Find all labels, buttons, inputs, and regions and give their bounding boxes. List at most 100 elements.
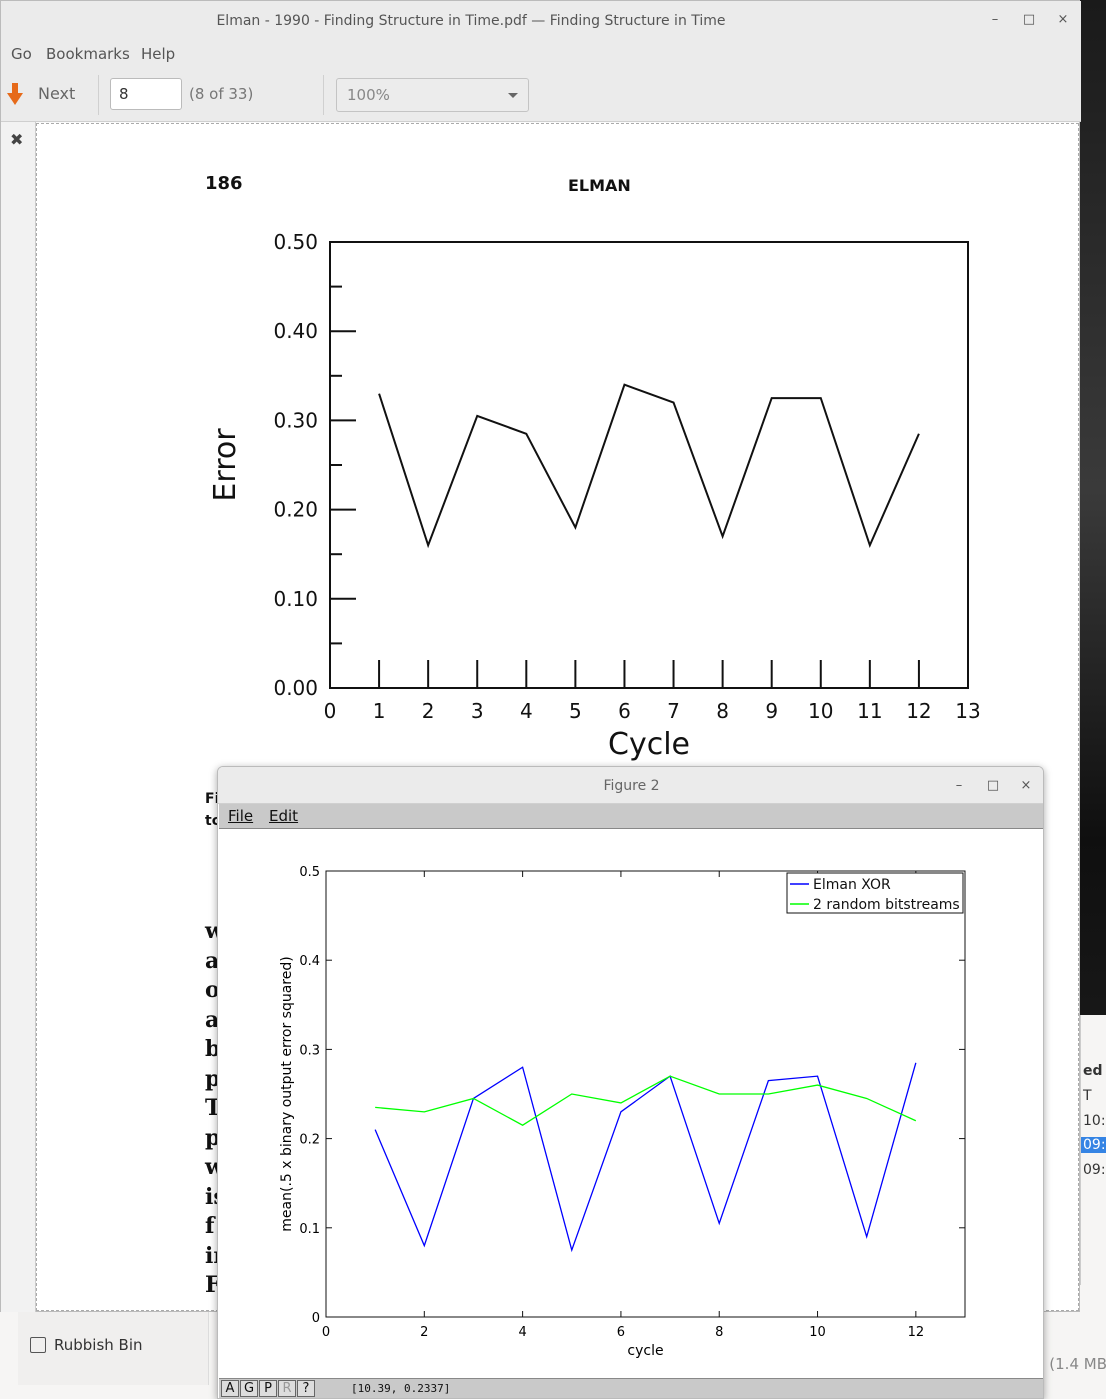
- figure-menubar: File Edit: [219, 804, 1043, 829]
- close-button[interactable]: ×: [1020, 778, 1032, 793]
- x-tick-label: 2: [420, 1325, 428, 1340]
- zoom-value: 100%: [347, 86, 390, 104]
- toolbar-separator: [98, 75, 99, 115]
- scan-x-tick-label: 7: [667, 699, 680, 723]
- scan-x-tick-label: 9: [765, 699, 778, 723]
- maximize-button[interactable]: □: [986, 778, 1000, 793]
- menu-help[interactable]: Help: [141, 45, 176, 63]
- page-number-text: 186: [205, 173, 243, 194]
- minimize-button[interactable]: –: [955, 778, 963, 793]
- running-header: ELMAN: [568, 176, 631, 195]
- scan-x-tick-label: 8: [716, 699, 729, 723]
- scan-y-tick-label: 0.30: [273, 408, 318, 432]
- scan-y-tick-label: 0.00: [273, 676, 318, 700]
- scan-x-tick-label: 4: [520, 699, 533, 723]
- scan-y-tick-label: 0.20: [273, 498, 318, 522]
- sidebar-item-rubbish-bin[interactable]: Rubbish Bin: [30, 1336, 143, 1354]
- figure-caption-fragment: Fi tc: [205, 788, 220, 832]
- zoom-select[interactable]: 100%: [336, 78, 529, 112]
- chevron-down-icon: [508, 93, 518, 98]
- scan-x-tick-label: 1: [373, 699, 386, 723]
- menu-bookmarks[interactable]: Bookmarks: [46, 45, 130, 63]
- scan-y-tick-label: 0.40: [273, 319, 318, 343]
- x-tick-label: 6: [617, 1325, 625, 1340]
- legend-label: 2 random bitstreams: [813, 897, 960, 913]
- close-sidebar-icon[interactable]: ✖: [10, 130, 24, 149]
- body-line-start: p: [205, 1065, 221, 1092]
- scan-x-tick-label: 11: [857, 699, 882, 723]
- y-tick-label: 0.3: [299, 1043, 320, 1058]
- scan-error-line: [378, 383, 920, 549]
- menu-file[interactable]: File: [228, 807, 254, 825]
- toolbar-separator: [323, 75, 324, 115]
- scan-x-tick-label: 5: [569, 699, 582, 723]
- file-row-time[interactable]: 10:: [1083, 1113, 1106, 1129]
- x-tick-label: 10: [809, 1325, 826, 1340]
- scan-x-tick-label: 12: [906, 699, 931, 723]
- body-line-start: f: [205, 1213, 215, 1239]
- scan-x-tick-label: 13: [955, 699, 980, 723]
- caption-line: Fi: [205, 791, 220, 807]
- scan-y-tick-label: 0.10: [273, 587, 318, 611]
- page-count-label: (8 of 33): [189, 85, 254, 103]
- x-tick-label: 12: [908, 1325, 925, 1340]
- legend-label: Elman XOR: [813, 877, 891, 893]
- page-number-input[interactable]: [110, 78, 182, 110]
- y-tick-label: 0: [312, 1311, 320, 1326]
- scan-x-tick-label: 10: [808, 699, 833, 723]
- scan-x-axis-label: Cycle: [608, 727, 690, 762]
- grid-button[interactable]: G: [240, 1380, 258, 1397]
- x-tick-label: 8: [715, 1325, 723, 1340]
- body-line-start: a: [205, 1006, 220, 1033]
- scan-y-axis-label: Error: [208, 428, 243, 502]
- files-size-text: d (1.4 MB: [1035, 1355, 1106, 1373]
- files-list-edge: ed T 10: 09: 09:: [1080, 1015, 1106, 1285]
- next-arrow-icon[interactable]: [7, 83, 23, 105]
- x-tick-label: 4: [518, 1325, 526, 1340]
- menu-go[interactable]: Go: [11, 45, 32, 63]
- scan-plot-frame: [329, 241, 969, 689]
- column-header: T: [1083, 1088, 1092, 1104]
- y-tick-label: 0.4: [299, 954, 320, 969]
- body-line-start: b: [205, 1036, 221, 1062]
- pan-button[interactable]: P: [259, 1380, 277, 1397]
- maximize-button[interactable]: □: [1022, 12, 1036, 27]
- y-tick-label: 0.1: [299, 1222, 320, 1237]
- rotate-button[interactable]: R: [278, 1380, 296, 1397]
- figure-statusbar: A G P R ? [10.39, 0.2337]: [219, 1378, 1043, 1398]
- scan-x-tick-label: 6: [618, 699, 631, 723]
- file-row-time[interactable]: 09:: [1083, 1162, 1106, 1178]
- sidebar-pane: ✖: [1, 122, 36, 1312]
- plot-area[interactable]: 0 0.1 0.2 0.3 0.4 0.5 0 2 4 6 8 10 12 cycle mean(.5 x …: [219, 829, 1043, 1377]
- window-title: Figure 2: [603, 778, 660, 794]
- y-axis-label: mean(.5 x binary output error squared): [279, 956, 295, 1231]
- help-button[interactable]: ?: [297, 1380, 315, 1397]
- file-row-time-selected[interactable]: 09:: [1081, 1137, 1106, 1153]
- body-line-start: o: [205, 977, 220, 1003]
- column-header: ed: [1083, 1063, 1103, 1079]
- y-tick-label: 0.5: [299, 865, 320, 880]
- minimize-button[interactable]: –: [991, 12, 999, 27]
- series-line-elman-xor: [374, 1062, 917, 1253]
- pdf-toolbar: Next (8 of 33) 100%: [1, 67, 1081, 122]
- next-button[interactable]: Next: [38, 84, 76, 103]
- scan-y-tick-label: 0.50: [273, 230, 318, 254]
- scan-x-tick-label: 3: [471, 699, 484, 723]
- figure-titlebar: Figure 2 – □ ×: [218, 767, 1043, 804]
- autoscale-button[interactable]: A: [221, 1380, 239, 1397]
- close-button[interactable]: ×: [1057, 12, 1069, 27]
- pdf-menubar: Go Bookmarks Help: [1, 41, 1081, 67]
- y-tick-label: 0.2: [299, 1133, 320, 1148]
- scan-x-tick-label: 0: [324, 699, 337, 723]
- x-tick-label: 0: [322, 1325, 330, 1340]
- caption-line: tc: [205, 813, 220, 829]
- series-line-random-bitstreams: [375, 1075, 917, 1126]
- coordinate-readout: [10.39, 0.2337]: [351, 1382, 451, 1395]
- body-line-start: a: [205, 947, 220, 974]
- body-line-start: p: [205, 1124, 221, 1151]
- window-title: Elman - 1990 - Finding Structure in Time…: [216, 13, 726, 29]
- body-line-start: F: [205, 1272, 221, 1298]
- sidebar-item-label: Rubbish Bin: [54, 1336, 143, 1354]
- legend-box: [786, 872, 964, 914]
- menu-edit[interactable]: Edit: [269, 807, 299, 825]
